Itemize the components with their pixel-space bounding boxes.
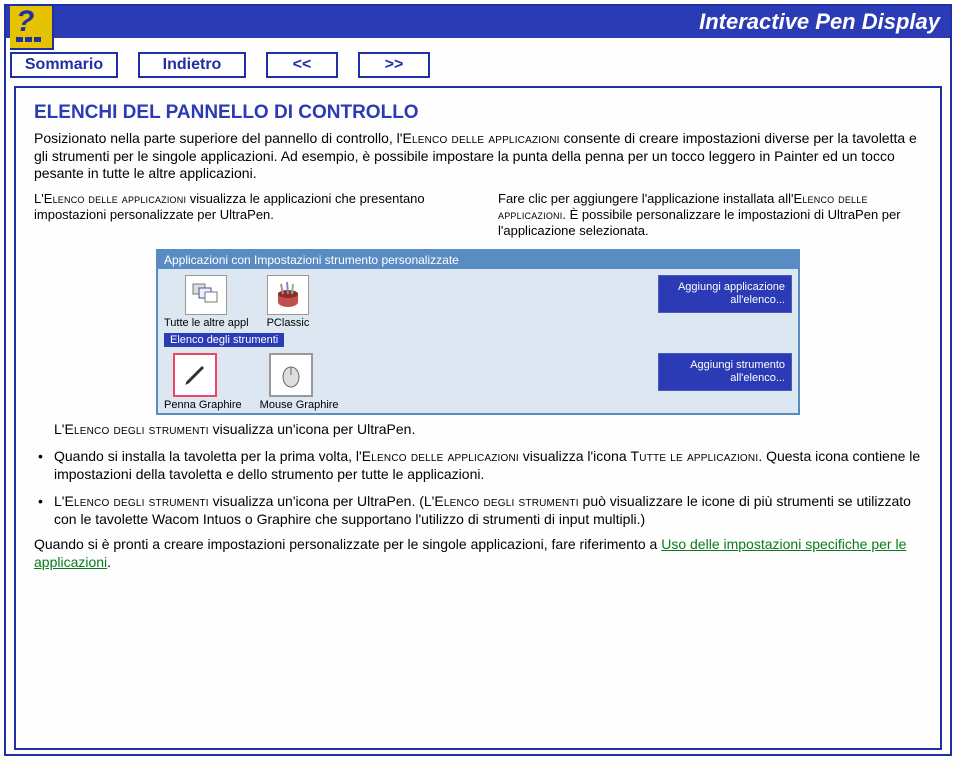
help-symbol: ?	[16, 5, 34, 38]
closing-1: Quando si è pronti a creare impostazioni…	[34, 536, 661, 552]
b0-sc2: Tutte le applicazioni	[631, 448, 759, 464]
intro-paragraph: Posizionato nella parte superiore del pa…	[34, 130, 922, 183]
closing-2: .	[107, 554, 111, 570]
tools-row: Penna Graphire Mouse Graphire Aggiungi s…	[158, 347, 798, 413]
add-tool-button[interactable]: Aggiungi strumento all'elenco...	[658, 353, 792, 390]
left-note-sc: Elenco delle applicazioni	[44, 191, 186, 206]
windows-icon	[185, 275, 227, 315]
lead-sc: Elenco degli strumenti	[64, 421, 208, 437]
app-label-0: Tutte le altre appl	[164, 317, 249, 329]
bullet-1: L'Elenco degli strumenti visualizza un'i…	[54, 492, 922, 528]
tools-strip-label: Elenco degli strumenti	[164, 333, 284, 347]
b1-sc2: Elenco degli strumenti	[434, 493, 578, 509]
apps-row: Tutte le altre appl PClassic Aggiungi ap…	[158, 269, 798, 331]
intro-sc1: Elenco delle applicazioni	[402, 130, 559, 146]
app-label-1: PClassic	[267, 317, 310, 329]
add-app-button[interactable]: Aggiungi applicazione all'elenco...	[658, 275, 792, 312]
lead-1: L'	[54, 421, 64, 437]
lead-text: L'Elenco degli strumenti visualizza un'i…	[54, 421, 922, 437]
nav-prev[interactable]: <<	[266, 52, 338, 78]
b1-sc1: Elenco degli strumenti	[64, 493, 208, 509]
b1-pre: L'	[54, 493, 64, 509]
right-note-1: Fare clic per aggiungere l'applicazione …	[498, 191, 793, 206]
tool-item-mouse[interactable]: Mouse Graphire	[260, 353, 339, 411]
two-col-notes: L'Elenco delle applicazioni visualizza l…	[34, 191, 922, 240]
brand-title: Interactive Pen Display	[699, 9, 940, 34]
nav-indietro[interactable]: Indietro	[138, 52, 246, 78]
brush-cup-icon	[267, 275, 309, 315]
bullets-list: Quando si installa la tavoletta per la p…	[34, 447, 922, 528]
b0-mid: visualizza l'icona	[519, 448, 631, 464]
panel-caption: Applicazioni con Impostazioni strumento …	[158, 251, 798, 269]
app-frame: ? Interactive Pen Display Sommario Indie…	[4, 4, 952, 756]
lead-2: visualizza un'icona per UltraPen.	[209, 421, 416, 437]
bullet-0: Quando si installa la tavoletta per la p…	[54, 447, 922, 483]
tool-item-pen[interactable]: Penna Graphire	[164, 353, 242, 411]
app-item-all[interactable]: Tutte le altre appl	[164, 275, 249, 329]
app-item-pclassic[interactable]: PClassic	[267, 275, 310, 329]
b1-mid: visualizza un'icona per UltraPen. (L'	[209, 493, 435, 509]
title-bar: ? Interactive Pen Display	[6, 6, 950, 38]
page-title: ELENCHI DEL PANNELLO DI CONTROLLO	[34, 102, 922, 124]
nav-next[interactable]: >>	[358, 52, 430, 78]
help-icon[interactable]: ?	[10, 6, 54, 50]
b0-pre: Quando si installa la tavoletta per la p…	[54, 448, 362, 464]
b0-sc1: Elenco delle applicazioni	[362, 448, 519, 464]
left-note-1: L'	[34, 191, 44, 206]
intro-text-1: Posizionato nella parte superiore del pa…	[34, 130, 402, 146]
nav-row: Sommario Indietro << >>	[10, 52, 950, 78]
left-note: L'Elenco delle applicazioni visualizza l…	[34, 191, 458, 240]
closing-paragraph: Quando si è pronti a creare impostazioni…	[34, 536, 922, 571]
right-note: Fare clic per aggiungere l'applicazione …	[498, 191, 922, 240]
pen-icon	[173, 353, 217, 397]
tool-label-1: Mouse Graphire	[260, 399, 339, 411]
content-frame: ELENCHI DEL PANNELLO DI CONTROLLO Posizi…	[14, 86, 942, 750]
mouse-icon	[269, 353, 313, 397]
tool-label-0: Penna Graphire	[164, 399, 242, 411]
nav-sommario[interactable]: Sommario	[10, 52, 118, 78]
control-panel-screenshot: Applicazioni con Impostazioni strumento …	[156, 249, 800, 415]
